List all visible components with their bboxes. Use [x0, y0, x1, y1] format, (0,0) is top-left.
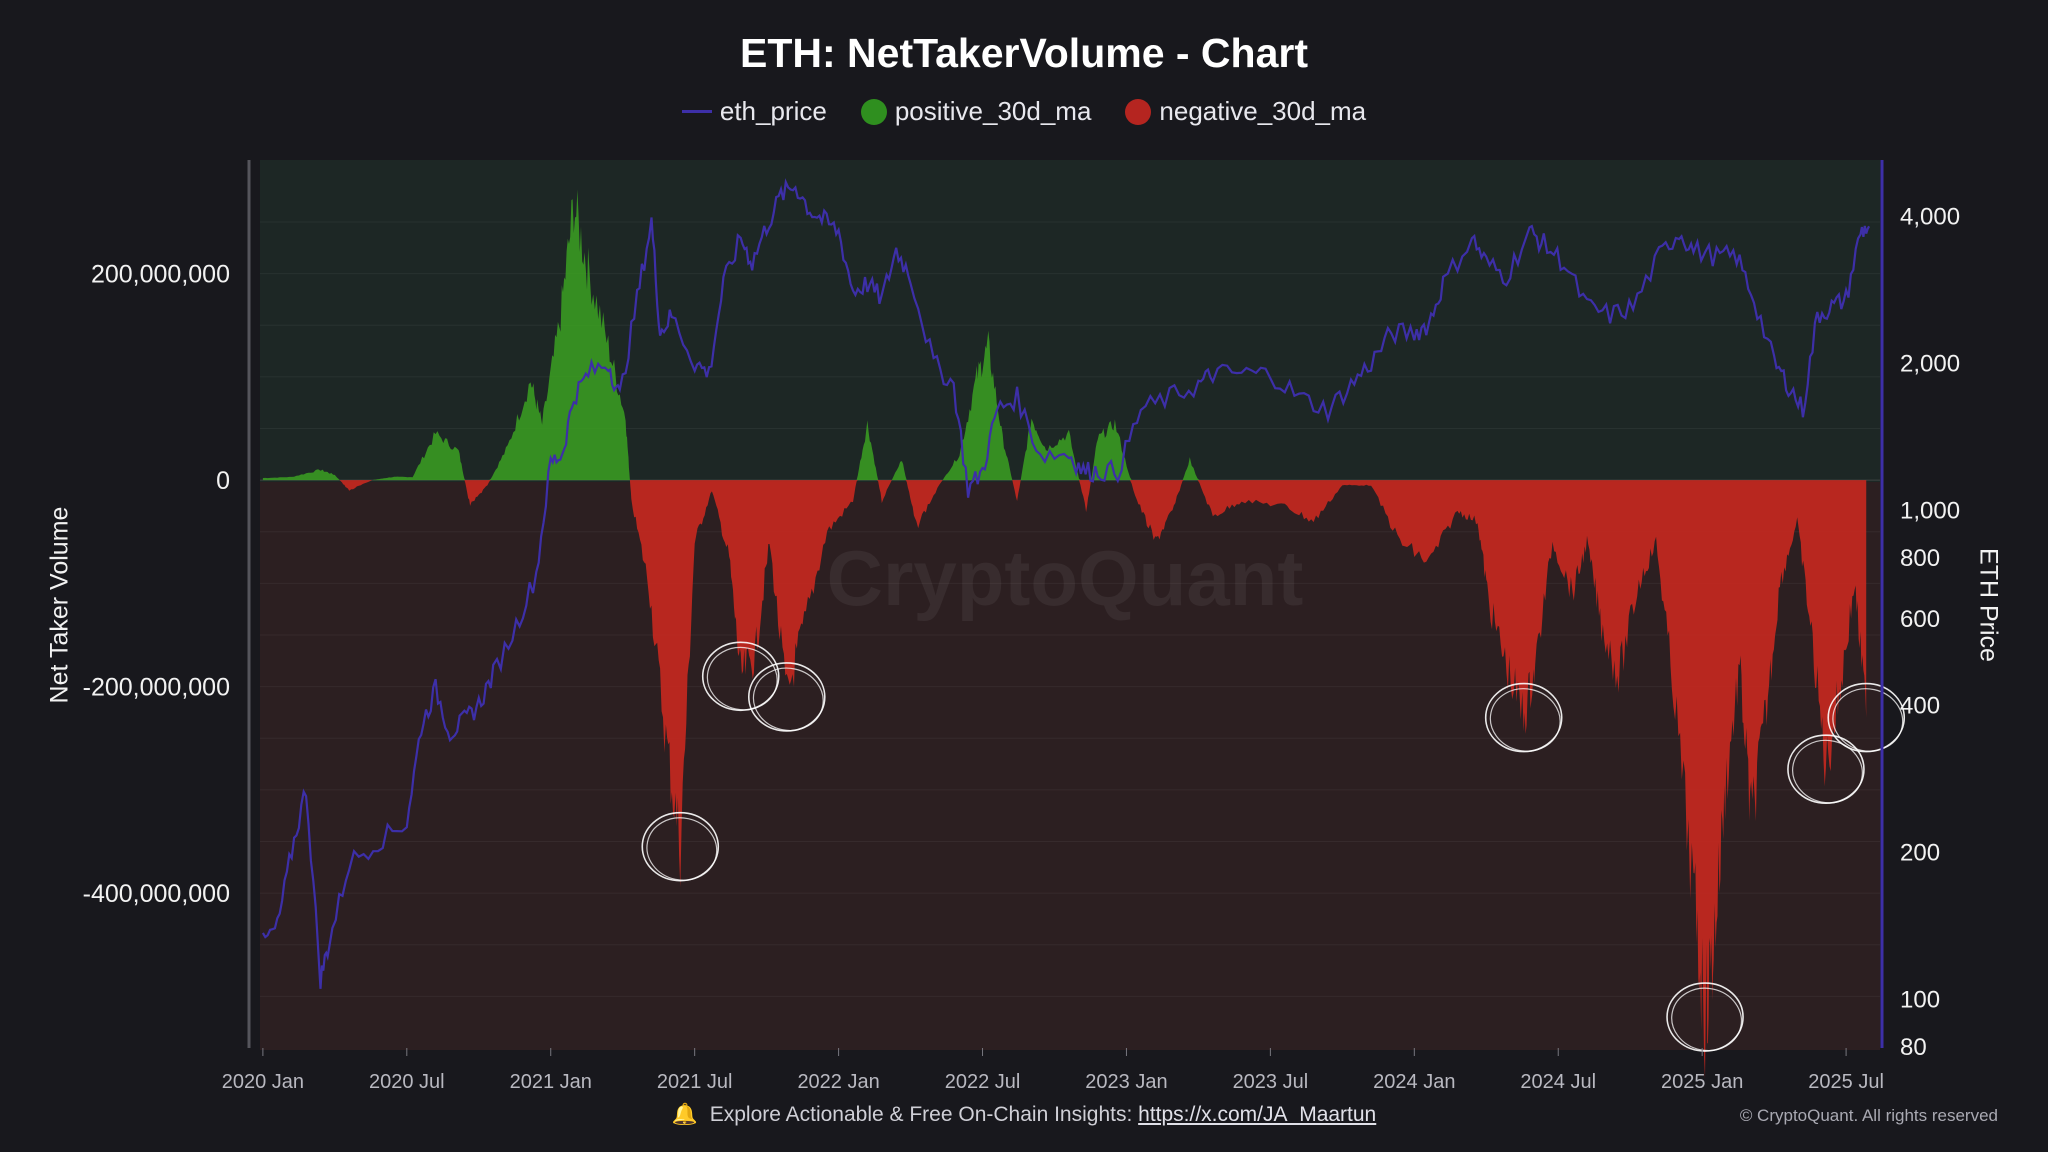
x-tick-label: 2025 Jul [1808, 1071, 1884, 1093]
legend-item-negative[interactable]: negative_30d_ma [1125, 96, 1366, 127]
plot-bg-positive [260, 160, 1880, 482]
x-tick-label: 2022 Jul [945, 1071, 1021, 1093]
x-tick-label: 2021 Jan [510, 1071, 592, 1093]
y-tick-label: -400,000,000 [83, 880, 230, 908]
x-tick-label: 2020 Jan [222, 1071, 304, 1093]
x-tick-label: 2021 Jul [657, 1071, 733, 1093]
x-tick-label: 2024 Jul [1520, 1071, 1596, 1093]
y2-axis-ticks: 4,000 2,000 1,000 800 600 400 200 100 80 [1900, 203, 1960, 1061]
annotation-circles [641, 641, 1906, 1052]
chart-title: ETH: NetTakerVolume - Chart [739, 30, 1308, 76]
footer-text: Explore Actionable & Free On-Chain Insig… [709, 1103, 1133, 1126]
x-axis-ticks: 2020 Jan 2020 Jul 2021 Jan 2021 Jul 2022 Jan… [222, 1048, 1884, 1093]
annotation-circle [706, 646, 778, 711]
y2-tick-label: 1,000 [1900, 498, 1960, 525]
annotation-circle [1671, 987, 1743, 1052]
y2-tick-label: 200 [1900, 839, 1940, 866]
annotation-circle [646, 817, 718, 881]
y-tick-label: 200,000,000 [91, 261, 230, 289]
y-tick-label: -200,000,000 [83, 674, 230, 702]
y2-tick-label: 800 [1900, 545, 1940, 572]
legend-label: negative_30d_ma [1159, 96, 1367, 126]
bell-icon: 🔔 [671, 1103, 698, 1126]
legend-label: positive_30d_ma [894, 96, 1092, 126]
x-tick-label: 2023 Jan [1085, 1071, 1167, 1093]
eth-price-line [261, 178, 1871, 989]
x-tick-label: 2023 Jul [1233, 1071, 1309, 1093]
legend-item-eth-price[interactable]: eth_price [681, 96, 827, 127]
y-tick-label: 0 [216, 467, 230, 495]
legend-dot-icon [1125, 98, 1152, 125]
legend-label: eth_price [719, 96, 827, 126]
annotation-circle [752, 667, 824, 732]
legend-line-icon [681, 110, 712, 113]
legend: eth_price positive_30d_ma negative_30d_m… [0, 96, 2048, 127]
y2-tick-label: 100 [1900, 987, 1940, 1014]
y-axis-ticks: 200,000,000 0 -200,000,000 -400,000,000 [83, 261, 230, 909]
x-tick-label: 2022 Jan [797, 1071, 879, 1093]
annotation-circle [1489, 688, 1561, 752]
y2-tick-label: 400 [1900, 692, 1940, 719]
y2-tick-label: 600 [1900, 606, 1940, 633]
y2-tick-label: 2,000 [1900, 351, 1960, 378]
annotation-circle [1832, 688, 1904, 752]
y2-tick-label: 4,000 [1900, 203, 1960, 230]
copyright: © CryptoQuant. All rights reserved [1739, 1106, 1998, 1125]
annotation-circle [1792, 739, 1863, 804]
x-tick-label: 2020 Jul [369, 1071, 445, 1093]
negative-area [262, 480, 1867, 1079]
positive-area [262, 189, 1867, 481]
watermark: CryptoQuant [827, 534, 1304, 622]
footer-link[interactable]: https://x.com/JA_Maartun [1138, 1103, 1377, 1126]
footer: 🔔 Explore Actionable & Free On-Chain Ins… [0, 1103, 2048, 1127]
y2-tick-label: 80 [1900, 1034, 1927, 1061]
x-tick-label: 2024 Jan [1373, 1071, 1455, 1093]
x-tick-label: 2025 Jan [1661, 1071, 1743, 1093]
legend-dot-icon [860, 98, 887, 125]
legend-item-positive[interactable]: positive_30d_ma [860, 96, 1092, 127]
